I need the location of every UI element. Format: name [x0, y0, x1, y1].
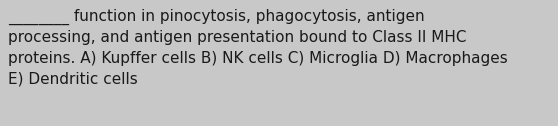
Text: ________ function in pinocytosis, phagocytosis, antigen
processing, and antigen : ________ function in pinocytosis, phagoc…	[8, 9, 508, 86]
